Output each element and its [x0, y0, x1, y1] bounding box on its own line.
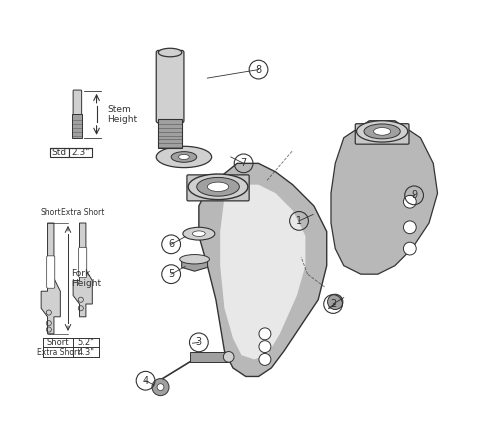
Bar	[190, 352, 228, 362]
Circle shape	[328, 294, 343, 310]
Polygon shape	[331, 121, 438, 274]
Text: Short: Short	[40, 208, 61, 217]
FancyBboxPatch shape	[69, 148, 92, 157]
Text: Extra Short: Extra Short	[61, 208, 104, 217]
Polygon shape	[199, 163, 326, 377]
Ellipse shape	[178, 154, 190, 160]
Text: 4: 4	[142, 376, 148, 386]
FancyBboxPatch shape	[46, 256, 55, 288]
Ellipse shape	[188, 174, 248, 199]
Text: Fork
Height: Fork Height	[72, 269, 102, 288]
Bar	[158, 119, 182, 148]
Text: Std: Std	[52, 148, 67, 157]
Text: 5.2": 5.2"	[78, 338, 94, 347]
Text: 8: 8	[256, 65, 262, 75]
Circle shape	[157, 384, 164, 390]
Circle shape	[259, 328, 271, 340]
FancyBboxPatch shape	[187, 175, 249, 201]
Circle shape	[259, 341, 271, 353]
Text: 2: 2	[330, 299, 336, 309]
Text: 2.3": 2.3"	[72, 148, 90, 157]
Text: Stem
Height: Stem Height	[107, 105, 138, 124]
FancyBboxPatch shape	[156, 50, 184, 123]
Text: 9: 9	[411, 190, 417, 200]
Polygon shape	[220, 184, 306, 360]
Ellipse shape	[196, 178, 240, 196]
Ellipse shape	[171, 151, 196, 162]
Polygon shape	[182, 256, 208, 271]
Circle shape	[404, 242, 416, 255]
Bar	[72, 115, 83, 138]
FancyBboxPatch shape	[356, 124, 409, 144]
FancyBboxPatch shape	[50, 148, 69, 157]
Text: 1: 1	[296, 216, 302, 226]
Ellipse shape	[374, 127, 390, 135]
Ellipse shape	[224, 351, 234, 362]
Circle shape	[404, 221, 416, 234]
Ellipse shape	[192, 231, 205, 236]
Text: 3: 3	[196, 337, 202, 347]
Circle shape	[152, 379, 169, 396]
Text: 6: 6	[168, 239, 174, 249]
Text: 4.3": 4.3"	[78, 348, 94, 357]
FancyBboxPatch shape	[73, 90, 82, 117]
Ellipse shape	[156, 146, 212, 168]
Ellipse shape	[364, 124, 400, 139]
Ellipse shape	[183, 227, 215, 240]
Ellipse shape	[158, 48, 182, 57]
Text: 5: 5	[168, 269, 174, 279]
Text: Short: Short	[47, 338, 70, 347]
Polygon shape	[41, 223, 60, 334]
Text: Extra Short: Extra Short	[36, 348, 80, 357]
FancyBboxPatch shape	[78, 248, 87, 278]
Ellipse shape	[356, 121, 408, 142]
Polygon shape	[73, 223, 92, 317]
Ellipse shape	[180, 254, 210, 264]
Text: 7: 7	[240, 158, 246, 168]
Ellipse shape	[208, 182, 229, 191]
Circle shape	[404, 195, 416, 208]
Circle shape	[259, 353, 271, 366]
